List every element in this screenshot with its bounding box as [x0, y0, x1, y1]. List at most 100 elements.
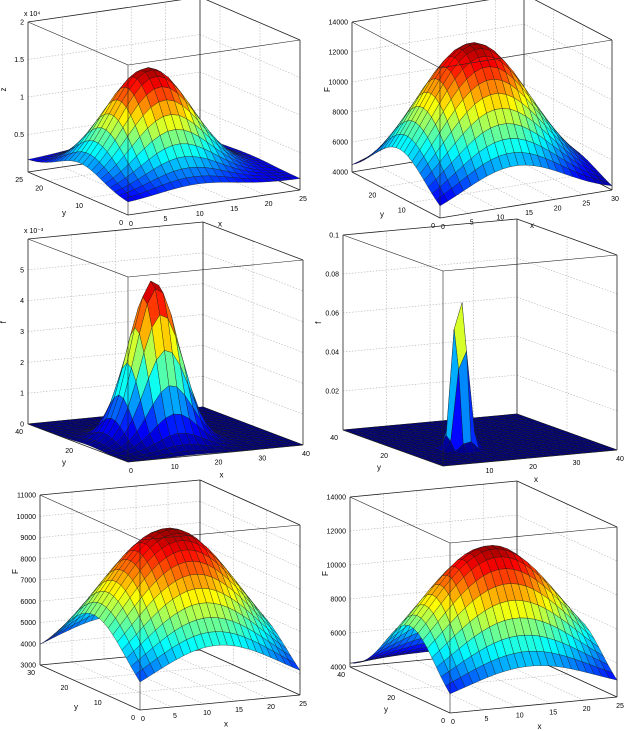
x-tick-label: 20 [554, 205, 562, 212]
z-gridline [349, 514, 518, 532]
y-axis-label: y [62, 209, 66, 218]
z-axis-label: F [11, 569, 20, 574]
box-edge [139, 694, 301, 711]
x-tick-label: 15 [549, 709, 557, 716]
y-axis-label: y [380, 210, 384, 219]
z-tick-label: 10000 [329, 80, 349, 87]
box-edge [516, 480, 618, 528]
y-tick-label: 20 [65, 448, 73, 455]
x-tick-label: 0 [129, 468, 133, 475]
z-tick-label: 0.5 [14, 132, 24, 139]
box-edge [351, 171, 441, 219]
box-edge [199, 479, 301, 526]
z-tick-label: 10000 [17, 514, 37, 521]
z-tick-label: 0.08 [325, 272, 339, 279]
x-axis-label: x [220, 471, 224, 480]
x-tick-label: 30 [573, 460, 581, 467]
z-tick-label: 0.06 [325, 311, 339, 318]
box-edge [27, 171, 129, 216]
x-tick-label: 10 [496, 215, 504, 222]
z-tick-label: 8000 [20, 556, 36, 563]
z-tick-label: 1.5 [14, 57, 24, 64]
x-tick-label: 10 [486, 468, 494, 475]
surface [27, 67, 301, 203]
surface-patch [367, 146, 380, 158]
z-tick-label: 0.04 [325, 350, 339, 357]
x-tick-label: 5 [484, 716, 488, 723]
box-edge [27, 423, 129, 463]
z-tick-label: 6000 [20, 599, 36, 606]
surface-patch [435, 194, 449, 207]
x-gridline [483, 653, 584, 701]
x-tick-label: 5 [163, 216, 167, 223]
z-tick-label: 11000 [17, 493, 36, 500]
z-tick-label: 10000 [327, 563, 347, 570]
z-tick-label: 3 [20, 329, 24, 336]
y-gridline [399, 673, 568, 691]
surface-patch [123, 196, 137, 203]
z-tick-label: 4000 [332, 170, 348, 177]
box-edge [127, 444, 304, 463]
box-edge [127, 39, 301, 66]
z-tick-label: 6000 [330, 631, 346, 638]
y-axis-label: y [74, 703, 78, 712]
z-tick-label: 8000 [330, 597, 346, 604]
z-gridline [27, 0, 182, 23]
z-axis-label: F [323, 87, 332, 92]
box-edge [351, 21, 441, 69]
z-tick-label: 12000 [329, 50, 349, 57]
z-tick-label: 14000 [327, 495, 347, 502]
box-edge [202, 221, 304, 261]
y-tick-label: 0 [441, 718, 445, 725]
x-tick-label: 15 [230, 206, 238, 213]
x-axis-label: x [218, 220, 222, 229]
box-edge [349, 666, 451, 714]
z-gridline [27, 71, 201, 98]
x-gridline [450, 657, 551, 704]
z-tick-label: 4000 [330, 665, 346, 672]
y-axis-label: y [62, 458, 66, 467]
x-tick-label: 40 [302, 451, 310, 458]
x-gridline [103, 658, 205, 705]
z-gridline [27, 345, 204, 363]
x-tick-label: 15 [235, 707, 243, 714]
box-edge [439, 39, 613, 69]
surface-patch [135, 668, 148, 683]
box-edge [27, 21, 129, 66]
z-gridline [199, 34, 301, 78]
x-tick-label: 10 [196, 211, 204, 218]
surface [351, 42, 613, 207]
y-tick-label: 0 [119, 220, 123, 227]
z-tick-label: 4 [20, 298, 24, 305]
z-tick-label: 4000 [20, 641, 36, 648]
y-tick-label: 25 [15, 177, 23, 184]
box-edge [442, 254, 618, 272]
x-tick-label: 20 [215, 460, 223, 467]
box-edge [39, 664, 141, 711]
x-tick-label: 20 [267, 704, 275, 711]
y-tick-label: 20 [35, 186, 43, 193]
z-tick-label: 0.02 [325, 389, 339, 396]
y-axis-label: y [384, 705, 388, 714]
x-tick-label: 25 [299, 196, 307, 203]
z-tick-label: 5 [20, 267, 24, 274]
z-axis-label: z [0, 88, 8, 92]
x-tick-label: 0 [129, 221, 133, 228]
z-tick-label: 5000 [20, 620, 36, 627]
subplot-2: 0510152025300102040006000800010000120001… [323, 0, 619, 231]
y-tick-label: 30 [27, 670, 35, 677]
x-tick-label: 0 [441, 224, 445, 231]
z-gridline [349, 616, 518, 634]
x-tick-label: 5 [173, 713, 177, 720]
x-tick-label: 15 [525, 210, 533, 217]
box-edge [39, 494, 141, 541]
z-tick-label: 9000 [20, 535, 36, 542]
box-edge [516, 218, 618, 256]
z-exponent-label: x 10⁻³ [24, 228, 44, 235]
x-axis-label: x [538, 722, 542, 731]
box-edge [27, 238, 129, 278]
x-tick-label: 10 [203, 710, 211, 717]
